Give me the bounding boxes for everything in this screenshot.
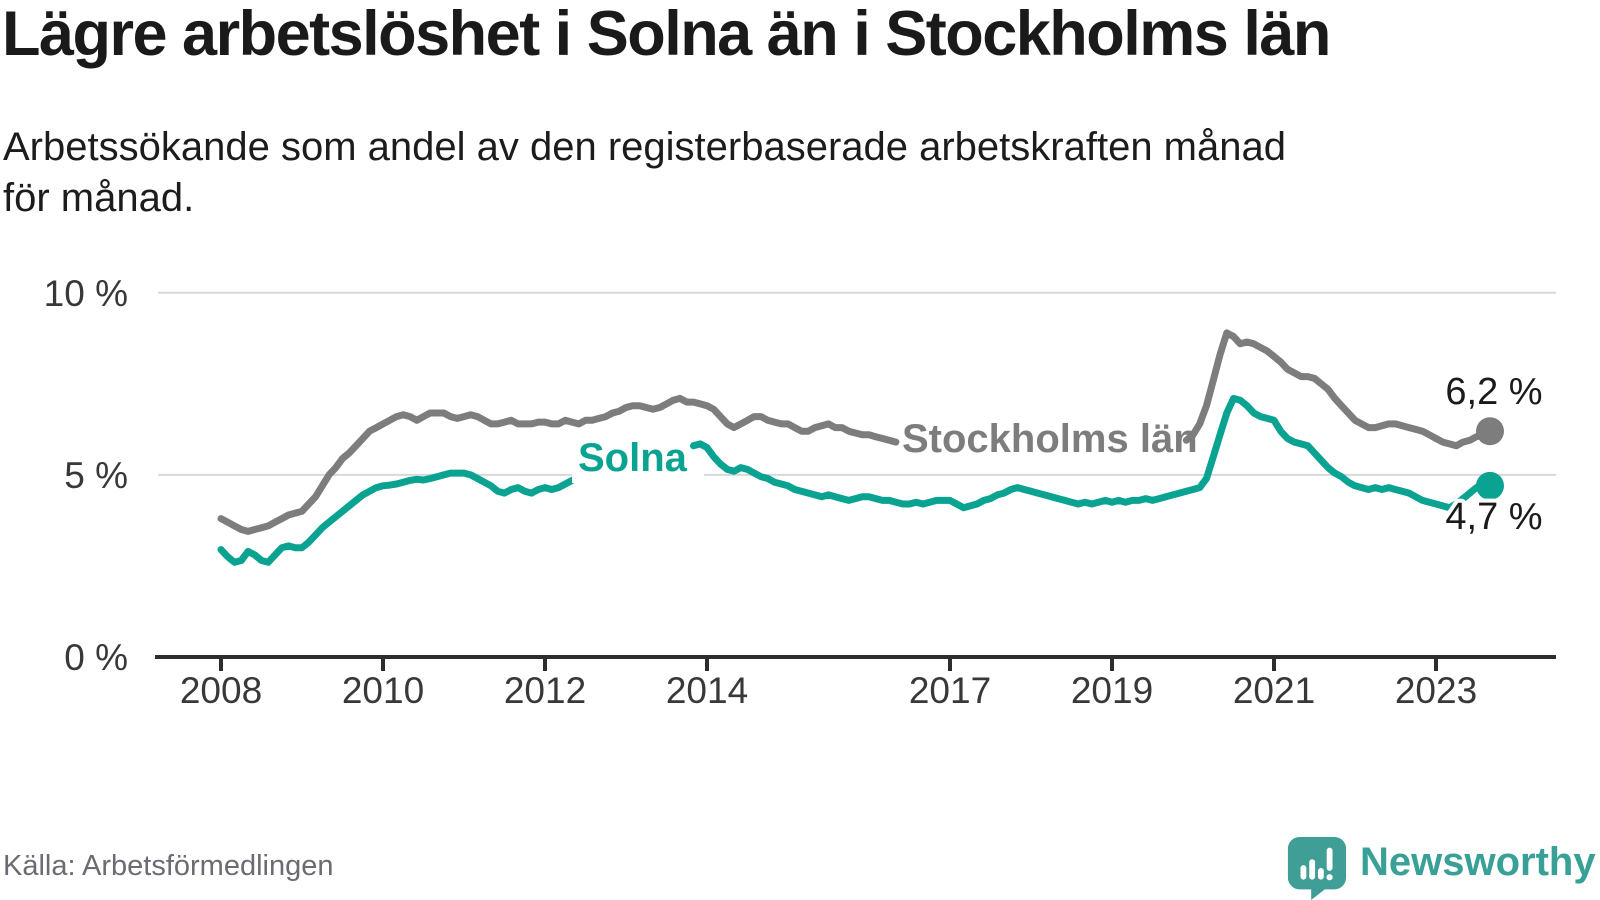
x-tick-label-2014: 2014 [666,670,748,711]
series-line-stockholm-seg1 [217,394,900,535]
x-tick-label-2023: 2023 [1395,670,1477,711]
newsworthy-chart-bubble-icon [1287,836,1347,900]
series-label-stockholm: Stockholms län [902,417,1198,461]
unemployment-line-chart: 10 % 5 % 0 % 2008 2010 2012 2014 2017 2019 2021 20… [44,273,1556,711]
end-dot-solna [1476,471,1504,500]
x-tick-label-2012: 2012 [504,670,586,711]
source-label: Källa: Arbetsförmedlingen [3,850,334,882]
subtitle-line-2: för månad. [3,176,195,221]
series-line-solna-seg1 [217,469,576,566]
speech-bubble-shape [1287,836,1347,900]
newsworthy-wordmark: Newsworthy [1360,840,1596,884]
end-dot-stockholm [1476,417,1504,446]
chart-subtitle: Arbetssökande som andel av den registerb… [3,122,1563,224]
end-value-label-stockholm: 6,2 % [1445,371,1542,413]
series-line-solna-seg2 [690,394,1494,512]
x-tick-label-2008: 2008 [180,670,262,711]
x-tick-label-2019: 2019 [1071,670,1153,711]
y-tick-label-5: 5 % [64,455,128,496]
page-title: Lägre arbetslöshet i Solna än i Stockhol… [2,0,1331,69]
y-tick-label-10: 10 % [44,273,128,314]
x-tick-label-2017: 2017 [909,670,991,711]
y-tick-label-0: 0 % [64,637,128,678]
newsworthy-logo: Newsworthy [1286,836,1596,900]
end-value-label-solna: 4,7 % [1445,496,1542,538]
label-mask [572,437,704,483]
x-tick-label-2010: 2010 [342,670,424,711]
series-line-stockholm-seg2 [1182,329,1494,450]
bar-chart-glyph [1300,847,1333,881]
series-label-solna: Solna [578,436,688,480]
subtitle-line-1: Arbetssökande som andel av den registerb… [3,125,1286,169]
x-tick-label-2021: 2021 [1233,670,1315,711]
